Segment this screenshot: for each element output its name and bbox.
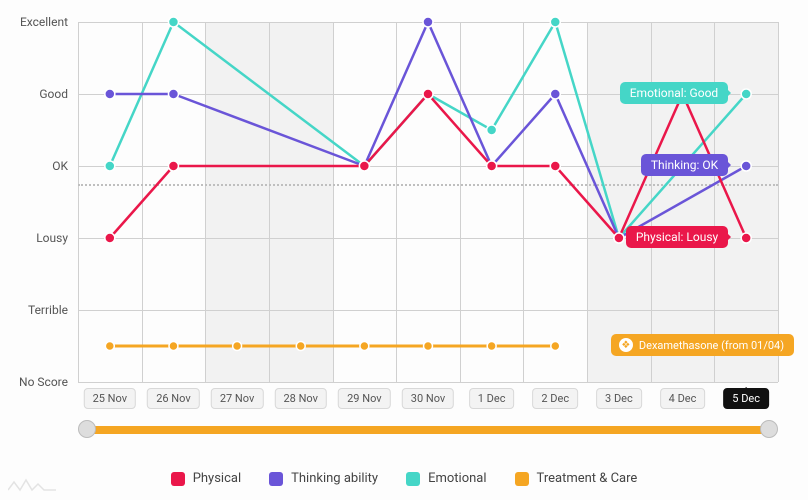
legend-label: Emotional: [428, 471, 486, 486]
legend-label: Treatment & Care: [537, 471, 638, 486]
x-tick[interactable]: 27 Nov: [211, 388, 263, 409]
y-label: OK: [52, 159, 68, 173]
callout-thinking: Thinking: OK: [641, 154, 728, 176]
x-tick[interactable]: 26 Nov: [147, 388, 199, 409]
slider-knob-left[interactable]: [78, 420, 96, 438]
wellbeing-chart: Emotional: Good Thinking: OK Physical: Lou…: [0, 0, 808, 500]
legend-label: Thinking ability: [291, 471, 378, 486]
series-lines: [78, 22, 778, 382]
y-label: Good: [39, 87, 68, 101]
x-tick[interactable]: 25 Nov: [84, 388, 136, 409]
slider-knob-right[interactable]: [760, 420, 778, 438]
legend-label: Physical: [193, 471, 241, 486]
legend-item-treatment[interactable]: Treatment & Care: [515, 471, 638, 486]
legend-item-emotional[interactable]: Emotional: [406, 471, 486, 486]
y-label: Lousy: [36, 231, 68, 245]
x-axis-ticks: 25 Nov 26 Nov 27 Nov 28 Nov 29 Nov 30 Nov 1 De…: [78, 388, 778, 416]
x-tick[interactable]: 5 Dec: [723, 388, 769, 409]
treatment-pill-label: Dexamethasone (from 01/04): [639, 339, 784, 352]
x-tick[interactable]: 30 Nov: [402, 388, 454, 409]
x-tick[interactable]: 1 Dec: [469, 388, 515, 409]
x-tick[interactable]: 2 Dec: [532, 388, 578, 409]
x-tick[interactable]: 29 Nov: [338, 388, 390, 409]
x-tick[interactable]: 3 Dec: [596, 388, 642, 409]
legend-swatch: [269, 472, 283, 486]
y-axis-labels: No ScoreTerribleLousyOKGoodExcellent: [0, 22, 74, 382]
callout-physical: Physical: Lousy: [626, 226, 728, 248]
treatment-pill[interactable]: ❖ Dexamethasone (from 01/04): [611, 334, 794, 356]
callout-emotional: Emotional: Good: [620, 82, 728, 104]
date-range-slider[interactable]: [78, 422, 778, 438]
y-label: No Score: [19, 375, 68, 389]
tag-icon: ❖: [619, 338, 633, 352]
slider-track: [88, 426, 768, 434]
legend-item-thinking[interactable]: Thinking ability: [269, 471, 378, 486]
watermark-icon: [8, 476, 56, 494]
y-label: Terrible: [28, 303, 68, 317]
legend: Physical Thinking ability Emotional Treatme…: [0, 471, 808, 486]
plot-area: Emotional: Good Thinking: OK Physical: Lou…: [78, 22, 778, 382]
legend-swatch: [171, 472, 185, 486]
legend-swatch: [406, 472, 420, 486]
y-label: Excellent: [20, 15, 68, 29]
x-tick[interactable]: 28 Nov: [274, 388, 326, 409]
x-tick[interactable]: 4 Dec: [660, 388, 706, 409]
legend-item-physical[interactable]: Physical: [171, 471, 241, 486]
legend-swatch: [515, 472, 529, 486]
